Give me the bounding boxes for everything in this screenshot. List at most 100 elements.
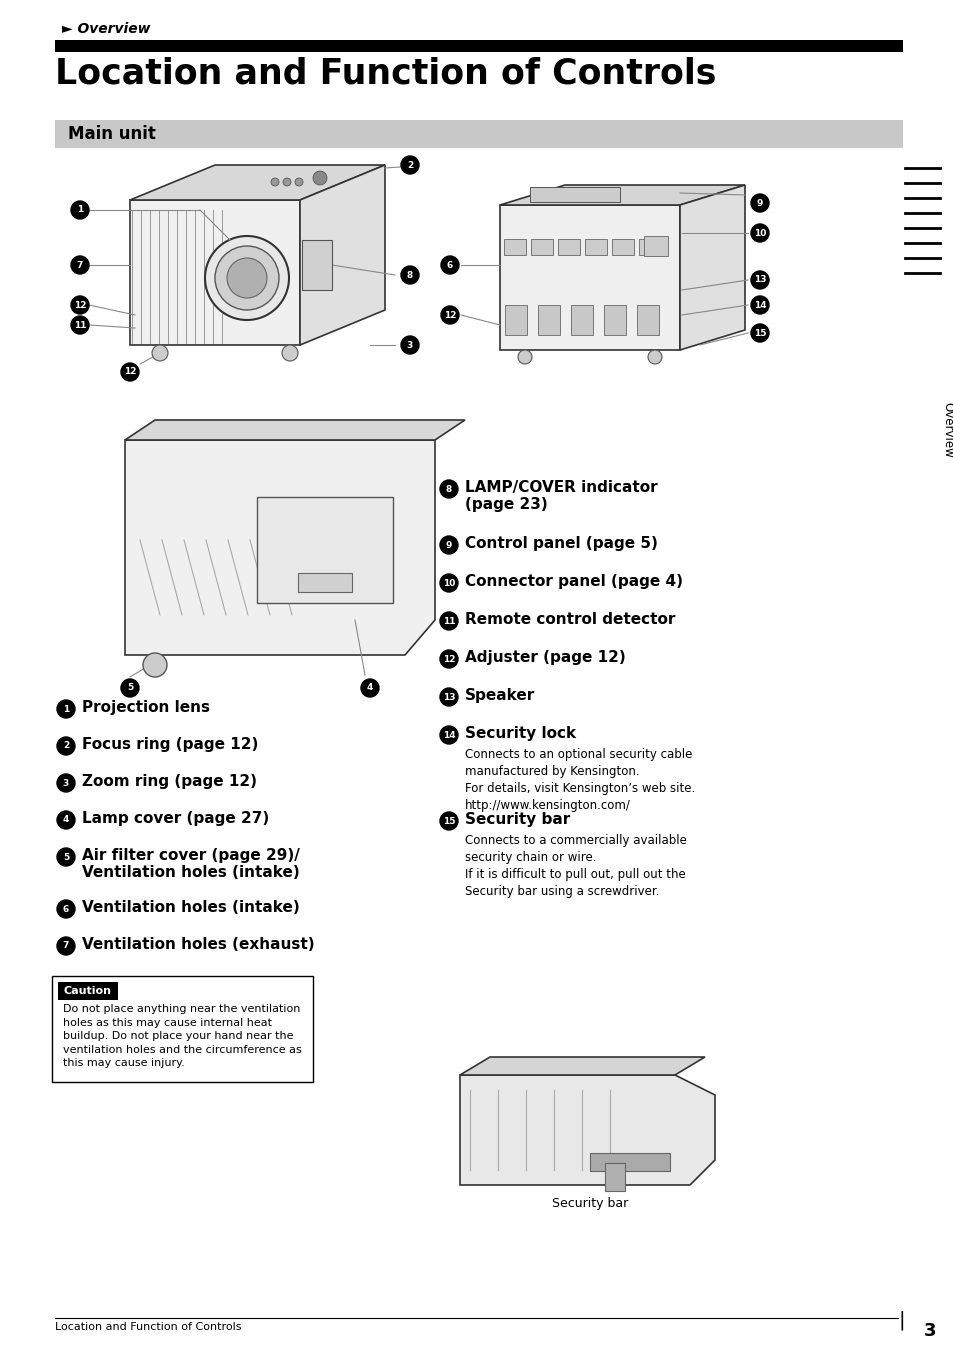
- Text: 1: 1: [63, 704, 69, 714]
- Text: 1: 1: [77, 206, 83, 215]
- Text: 3: 3: [63, 779, 69, 787]
- Text: 5: 5: [127, 684, 133, 692]
- Text: 9: 9: [756, 199, 762, 207]
- Circle shape: [152, 345, 168, 361]
- Text: Caution: Caution: [64, 986, 112, 996]
- Polygon shape: [125, 420, 464, 439]
- Polygon shape: [459, 1057, 704, 1075]
- Circle shape: [57, 700, 75, 718]
- FancyBboxPatch shape: [537, 306, 559, 335]
- Circle shape: [400, 266, 418, 284]
- Circle shape: [750, 296, 768, 314]
- Circle shape: [750, 193, 768, 212]
- Text: 11: 11: [73, 320, 86, 330]
- Circle shape: [71, 296, 89, 314]
- Polygon shape: [499, 206, 679, 350]
- FancyBboxPatch shape: [558, 239, 579, 256]
- Text: Security bar: Security bar: [464, 813, 570, 827]
- FancyBboxPatch shape: [52, 976, 313, 1082]
- Text: Do not place anything near the ventilation
holes as this may cause internal heat: Do not place anything near the ventilati…: [63, 1005, 301, 1068]
- Polygon shape: [499, 185, 744, 206]
- Text: 15: 15: [442, 817, 455, 826]
- Text: 8: 8: [445, 484, 452, 493]
- Circle shape: [227, 258, 267, 297]
- Circle shape: [71, 256, 89, 274]
- Text: 13: 13: [442, 692, 455, 702]
- Text: Connects to a commercially available
security chain or wire.
If it is difficult : Connects to a commercially available sec…: [464, 834, 686, 898]
- Polygon shape: [679, 185, 744, 350]
- Text: 3: 3: [923, 1322, 935, 1340]
- Polygon shape: [130, 165, 385, 200]
- FancyBboxPatch shape: [639, 239, 660, 256]
- FancyBboxPatch shape: [604, 1163, 624, 1191]
- Circle shape: [750, 324, 768, 342]
- FancyBboxPatch shape: [58, 982, 118, 1000]
- Circle shape: [57, 900, 75, 918]
- Text: 7: 7: [63, 941, 70, 950]
- Text: 2: 2: [63, 741, 69, 750]
- Text: 12: 12: [73, 300, 86, 310]
- Circle shape: [440, 306, 458, 324]
- Polygon shape: [125, 439, 435, 654]
- Circle shape: [400, 155, 418, 174]
- Text: Security bar: Security bar: [551, 1197, 627, 1210]
- Circle shape: [439, 688, 457, 706]
- Text: 10: 10: [753, 228, 765, 238]
- Circle shape: [400, 337, 418, 354]
- Text: 2: 2: [406, 161, 413, 169]
- Text: 12: 12: [124, 368, 136, 376]
- Circle shape: [205, 237, 289, 320]
- Circle shape: [313, 170, 327, 185]
- Text: Focus ring (page 12): Focus ring (page 12): [82, 737, 258, 752]
- Text: Main unit: Main unit: [68, 124, 155, 143]
- FancyBboxPatch shape: [55, 41, 902, 51]
- Circle shape: [517, 350, 532, 364]
- Circle shape: [294, 178, 303, 187]
- Text: 14: 14: [753, 300, 765, 310]
- Circle shape: [71, 201, 89, 219]
- Circle shape: [282, 345, 297, 361]
- FancyBboxPatch shape: [637, 306, 659, 335]
- Text: 6: 6: [63, 904, 69, 914]
- Text: Zoom ring (page 12): Zoom ring (page 12): [82, 773, 256, 790]
- Circle shape: [71, 316, 89, 334]
- Circle shape: [271, 178, 278, 187]
- FancyBboxPatch shape: [531, 239, 553, 256]
- Circle shape: [57, 848, 75, 867]
- Circle shape: [57, 937, 75, 955]
- Polygon shape: [130, 200, 299, 345]
- Polygon shape: [459, 1075, 714, 1184]
- Text: 15: 15: [753, 329, 765, 338]
- FancyBboxPatch shape: [55, 120, 902, 147]
- Circle shape: [121, 679, 139, 698]
- Circle shape: [57, 811, 75, 829]
- Circle shape: [647, 350, 661, 364]
- Circle shape: [439, 726, 457, 744]
- Circle shape: [57, 773, 75, 792]
- Text: 3: 3: [406, 341, 413, 350]
- Text: Remote control detector: Remote control detector: [464, 612, 675, 627]
- FancyBboxPatch shape: [503, 239, 525, 256]
- Text: |: |: [898, 1310, 904, 1329]
- Text: 7: 7: [77, 261, 83, 269]
- Text: (page 23): (page 23): [464, 498, 547, 512]
- Text: Connector panel (page 4): Connector panel (page 4): [464, 575, 682, 589]
- FancyBboxPatch shape: [504, 306, 526, 335]
- Circle shape: [439, 612, 457, 630]
- Text: Air filter cover (page 29)/: Air filter cover (page 29)/: [82, 848, 299, 863]
- Text: 12: 12: [443, 311, 456, 319]
- FancyBboxPatch shape: [612, 239, 634, 256]
- Circle shape: [439, 535, 457, 554]
- FancyBboxPatch shape: [589, 1153, 669, 1171]
- Circle shape: [439, 650, 457, 668]
- FancyBboxPatch shape: [584, 239, 606, 256]
- Text: LAMP/COVER indicator: LAMP/COVER indicator: [464, 480, 657, 495]
- Circle shape: [360, 679, 378, 698]
- FancyBboxPatch shape: [603, 306, 625, 335]
- Text: 11: 11: [442, 617, 455, 626]
- Text: 13: 13: [753, 276, 765, 284]
- Text: Connects to an optional security cable
manufactured by Kensington.
For details, : Connects to an optional security cable m…: [464, 748, 695, 813]
- Text: Ventilation holes (exhaust): Ventilation holes (exhaust): [82, 937, 314, 952]
- Text: Ventilation holes (intake): Ventilation holes (intake): [82, 865, 299, 880]
- Circle shape: [214, 246, 278, 310]
